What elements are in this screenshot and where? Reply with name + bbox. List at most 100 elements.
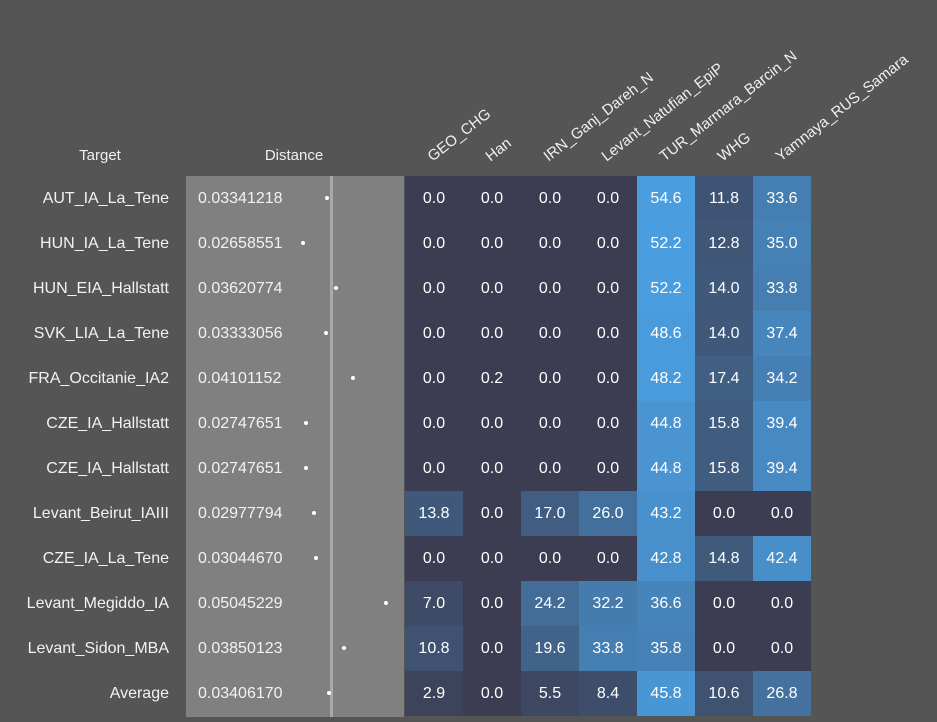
heatmap-cell: 0.0: [463, 176, 521, 221]
heatmap-cell: 0.0: [695, 491, 753, 536]
heatmap-cell: 0.0: [579, 221, 637, 266]
heatmap-cell: 24.2: [521, 581, 579, 626]
heatmap-cell: 52.2: [637, 221, 695, 266]
row-distance-value: 0.02977794: [198, 505, 283, 522]
heatmap-cell: 0.0: [463, 626, 521, 671]
heatmap-cell: 10.8: [405, 626, 463, 671]
heatmap-cell: 48.2: [637, 356, 695, 401]
heatmap-cell: 37.4: [753, 311, 811, 356]
heatmap-cell: 0.0: [521, 176, 579, 221]
row-distance-value: 0.03341218: [198, 190, 283, 207]
row-target-label: Levant_Beirut_IAIII: [32, 505, 169, 522]
heatmap-cell: 0.0: [579, 311, 637, 356]
table-row: HUN_EIA_Hallstatt 0.03620774 0.0 0.0 0.0 0.0 5…: [0, 266, 937, 311]
column-header-6: Yamnaya_RUS_Samara: [772, 51, 912, 165]
heatmap-cell: 0.0: [463, 401, 521, 446]
heatmap-cell: 36.6: [637, 581, 695, 626]
heatmap-cell: 0.0: [521, 356, 579, 401]
heatmap-cell: 35.8: [637, 626, 695, 671]
heatmap-cell: 0.0: [579, 446, 637, 491]
heatmap-cell: 0.0: [753, 626, 811, 671]
row-target-label: HUN_IA_La_Tene: [40, 235, 169, 252]
heatmap-cell: 44.8: [637, 446, 695, 491]
distance-dot: [324, 331, 328, 335]
heatmap-cell: 0.2: [463, 356, 521, 401]
distance-column-header: Distance: [264, 147, 324, 164]
heatmap-cell: 14.0: [695, 266, 753, 311]
distance-dot: [342, 646, 346, 650]
row-target-label: SVK_LIA_La_Tene: [33, 325, 169, 342]
row-target-label: CZE_IA_La_Tene: [42, 550, 169, 567]
heatmap-cell: 0.0: [405, 356, 463, 401]
distance-dot: [304, 421, 308, 425]
distance-dot: [327, 691, 331, 695]
heatmap-cell: 0.0: [695, 626, 753, 671]
column-header-4: TUR_Marmara_Barcin_N: [656, 47, 801, 166]
heatmap-cell: 0.0: [405, 221, 463, 266]
heatmap-cell: 15.8: [695, 446, 753, 491]
heatmap-cell: 0.0: [463, 446, 521, 491]
heatmap-cell: 2.9: [405, 671, 463, 716]
heatmap-cell: 45.8: [637, 671, 695, 716]
distance-dot: [384, 601, 388, 605]
heatmap-cell: 0.0: [463, 221, 521, 266]
distance-dot: [351, 376, 355, 380]
heatmap-cell: 19.6: [521, 626, 579, 671]
row-distance-value: 0.02747651: [198, 415, 283, 432]
heatmap-cell: 8.4: [579, 671, 637, 716]
heatmap-cell: 0.0: [405, 536, 463, 581]
table-row: HUN_IA_La_Tene 0.02658551 0.0 0.0 0.0 0.0 52.2…: [0, 221, 937, 266]
heatmap-cell: 54.6: [637, 176, 695, 221]
heatmap-cell: 0.0: [463, 581, 521, 626]
table-row: AUT_IA_La_Tene 0.03341218 0.0 0.0 0.0 0.0 54.6…: [0, 176, 937, 221]
heatmap-cell: 0.0: [405, 176, 463, 221]
column-header-1: Han: [482, 134, 515, 165]
heatmap-cell: 0.0: [579, 401, 637, 446]
heatmap-cell: 12.8: [695, 221, 753, 266]
heatmap-cell: 0.0: [521, 266, 579, 311]
heatmap-cell: 43.2: [637, 491, 695, 536]
row-distance-value: 0.03044670: [198, 550, 283, 567]
heatmap-cell: 11.8: [695, 176, 753, 221]
heatmap-cell: 0.0: [463, 311, 521, 356]
heatmap-cell: 14.8: [695, 536, 753, 581]
heatmap-cell: 0.0: [463, 266, 521, 311]
heatmap-cell: 5.5: [521, 671, 579, 716]
heatmap-cell: 0.0: [521, 401, 579, 446]
heatmap-cell: 0.0: [405, 401, 463, 446]
distance-dot: [334, 286, 338, 290]
heatmap-cell: 0.0: [753, 491, 811, 536]
heatmap-cell: 0.0: [521, 536, 579, 581]
heatmap-cell: 0.0: [579, 536, 637, 581]
heatmap-cell: 0.0: [579, 176, 637, 221]
table-row: Levant_Megiddo_IA 0.05045229 7.0 0.0 24.2 32.…: [0, 581, 937, 626]
heatmap-cell: 0.0: [463, 671, 521, 716]
row-distance-value: 0.02747651: [198, 460, 283, 477]
row-target-label: CZE_IA_Hallstatt: [46, 415, 169, 432]
heatmap-cell: 48.6: [637, 311, 695, 356]
heatmap-cell: 0.0: [463, 491, 521, 536]
heatmap-cell: 0.0: [695, 581, 753, 626]
row-distance-value: 0.03406170: [198, 685, 283, 702]
heatmap-cell: 39.4: [753, 401, 811, 446]
heatmap-cell: 14.0: [695, 311, 753, 356]
heatmap-cell: 34.2: [753, 356, 811, 401]
table-row: Average 0.03406170 2.9 0.0 5.5 8.4 45.8 10.6 26.…: [0, 671, 937, 716]
row-target-label: CZE_IA_Hallstatt: [46, 460, 169, 477]
heatmap-cell: 10.6: [695, 671, 753, 716]
distance-reference-line: [330, 176, 333, 717]
column-header-3: Levant_Natufian_EpiP: [598, 59, 727, 166]
heatmap-cell: 0.0: [405, 446, 463, 491]
heatmap-cell: 0.0: [463, 536, 521, 581]
heatmap-cell: 0.0: [579, 356, 637, 401]
row-target-label: HUN_EIA_Hallstatt: [32, 280, 169, 297]
table-row: CZE_IA_La_Tene 0.03044670 0.0 0.0 0.0 0.0 42.8…: [0, 536, 937, 581]
heatmap-cell: 0.0: [521, 446, 579, 491]
heatmap-cell: 0.0: [405, 266, 463, 311]
distance-panel: [186, 176, 404, 717]
heatmap-cell: 42.4: [753, 536, 811, 581]
heatmap-cell: 32.2: [579, 581, 637, 626]
row-target-label: Average: [109, 685, 169, 702]
table-row: CZE_IA_Hallstatt 0.02747651 0.0 0.0 0.0 0.0 44…: [0, 401, 937, 446]
row-target-label: FRA_Occitanie_IA2: [28, 370, 169, 387]
